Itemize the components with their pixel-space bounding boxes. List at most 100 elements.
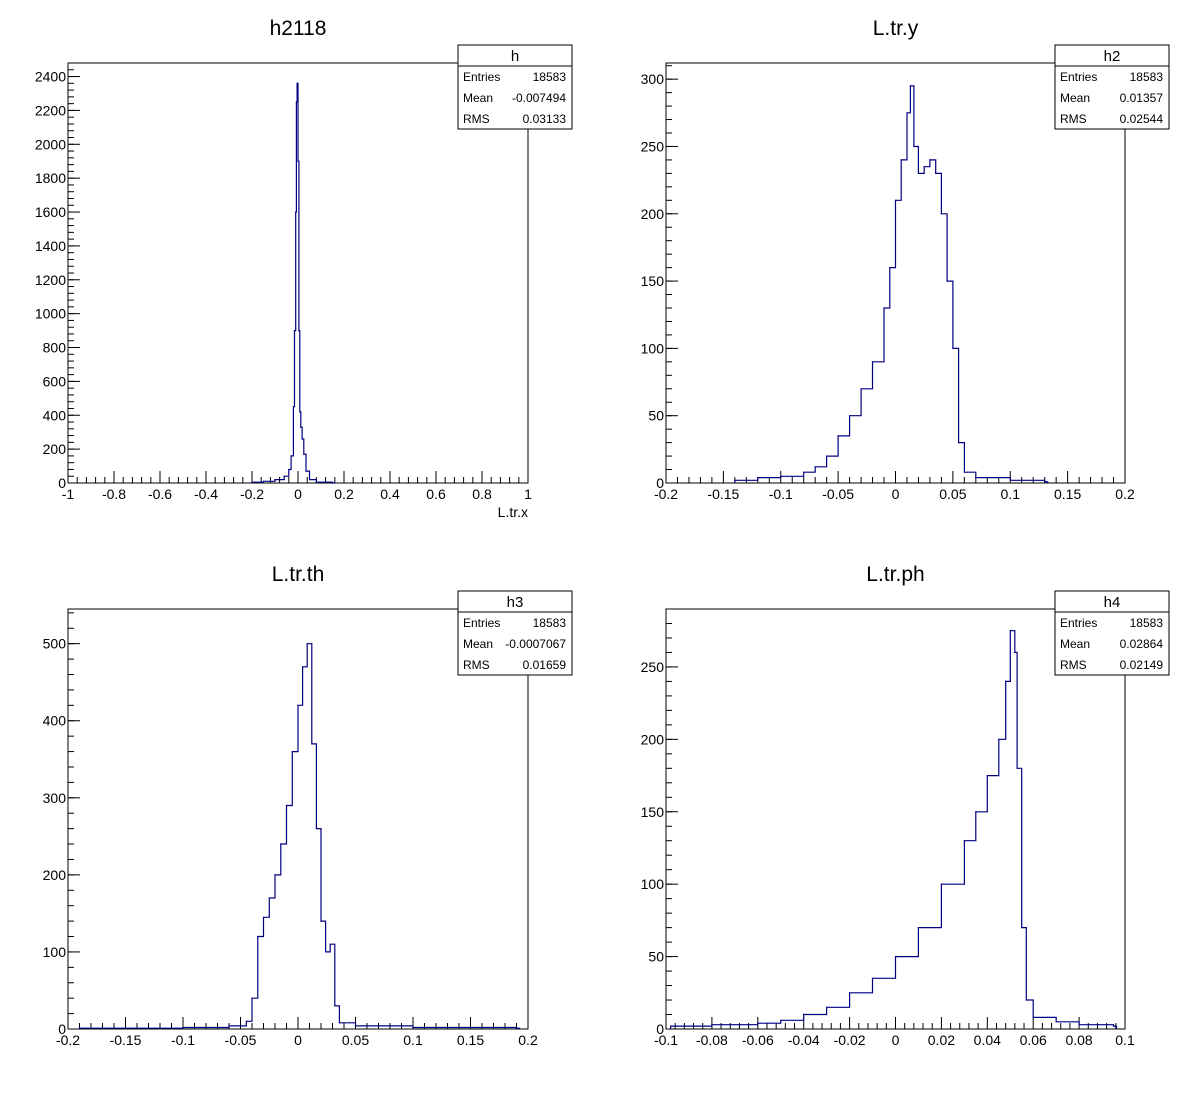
stats-box: h Entries 18583 Mean -0.007494 RMS 0.03133 bbox=[457, 44, 573, 130]
histogram-bin bbox=[251, 481, 253, 483]
histogram-series-line bbox=[78, 643, 521, 1029]
x-axis-label: L.tr.x bbox=[498, 504, 528, 520]
histogram-bin bbox=[803, 471, 805, 473]
y-tick-label: 100 bbox=[43, 944, 67, 960]
histogram-bin bbox=[295, 101, 297, 103]
histogram-bin bbox=[297, 160, 299, 162]
histogram-bin bbox=[958, 442, 960, 444]
x-tick-label: 0.02 bbox=[928, 1032, 955, 1048]
histogram-bin bbox=[1044, 481, 1046, 483]
x-tick-label: -0.1 bbox=[654, 1032, 678, 1048]
x-tick-label: 0.1 bbox=[1001, 486, 1021, 502]
y-tick-label: 0 bbox=[656, 1021, 664, 1037]
histogram-bin bbox=[757, 1022, 759, 1024]
x-tick-label: 1 bbox=[524, 486, 532, 502]
histogram-bin bbox=[308, 479, 311, 481]
y-tick-label: 300 bbox=[43, 790, 67, 806]
stats-box-name: h4 bbox=[1104, 594, 1121, 611]
histogram-bin bbox=[334, 1005, 336, 1007]
histogram-bin bbox=[291, 751, 293, 753]
histogram-bin bbox=[998, 738, 1000, 740]
y-tick-label: 400 bbox=[43, 713, 67, 729]
histogram-bin bbox=[900, 159, 902, 161]
y-tick-label: 2400 bbox=[35, 69, 66, 85]
histogram-bin bbox=[262, 480, 265, 482]
y-tick-label: 2000 bbox=[35, 136, 66, 152]
histogram-bin bbox=[257, 935, 259, 938]
histogram-bin bbox=[285, 804, 288, 807]
x-tick-label: -0.05 bbox=[822, 486, 854, 502]
chart-title: L.tr.y bbox=[873, 17, 919, 40]
histogram-bin bbox=[923, 166, 925, 168]
histogram-bin bbox=[311, 743, 313, 745]
x-tick-label: 0.1 bbox=[403, 1032, 423, 1048]
y-tick-label: 150 bbox=[641, 273, 665, 289]
histogram-bin bbox=[182, 1026, 184, 1029]
histogram-bin bbox=[78, 1027, 81, 1029]
x-tick-label: 0.15 bbox=[457, 1032, 484, 1048]
x-tick-label: -0.6 bbox=[148, 486, 172, 502]
chart-title: L.tr.th bbox=[272, 563, 325, 586]
y-tick-label: 0 bbox=[656, 475, 664, 491]
stats-box-frame bbox=[457, 590, 573, 676]
histogram-bin bbox=[292, 406, 294, 408]
histogram-bin bbox=[295, 211, 297, 213]
histogram-bin bbox=[354, 1025, 357, 1027]
y-tick-label: 200 bbox=[43, 867, 67, 883]
x-tick-label: -0.1 bbox=[171, 1032, 195, 1048]
stats-box-name: h2 bbox=[1104, 48, 1121, 65]
x-tick-label: 0.2 bbox=[518, 1032, 538, 1048]
x-tick-label: 0.08 bbox=[1065, 1032, 1092, 1048]
histogram-bin bbox=[940, 883, 943, 885]
histogram-bin bbox=[849, 415, 851, 417]
histogram-bin bbox=[917, 927, 920, 929]
x-tick-label: 0.05 bbox=[939, 486, 966, 502]
x-tick-label: 0.1 bbox=[1115, 1032, 1135, 1048]
histogram-bin bbox=[290, 455, 292, 457]
histogram-bin bbox=[268, 897, 270, 899]
histogram-bin bbox=[1009, 630, 1011, 632]
x-tick-label: -0.2 bbox=[654, 486, 678, 502]
histogram-bin bbox=[251, 997, 253, 999]
y-tick-label: 100 bbox=[641, 876, 665, 892]
x-tick-label: 0.4 bbox=[380, 486, 400, 502]
histogram-series-line bbox=[734, 85, 1049, 483]
stats-row-label: Mean bbox=[1060, 637, 1090, 651]
histogram-bin bbox=[757, 477, 759, 479]
histogram-bin bbox=[849, 992, 851, 994]
x-tick-label: -0.02 bbox=[834, 1032, 866, 1048]
stats-row-label: Entries bbox=[1060, 616, 1097, 630]
histogram-bin bbox=[1016, 767, 1018, 769]
x-tick-label: 0.2 bbox=[1115, 486, 1135, 502]
x-tick-label: -0.4 bbox=[194, 486, 218, 502]
y-tick-label: 300 bbox=[641, 71, 665, 87]
y-tick-label: 600 bbox=[43, 373, 67, 389]
histogram-panel-2: L.tr.y -0.2 -0.15 -0.1 -0.05 0 0.05 0.1 0.15 0.2 0… bbox=[641, 17, 1170, 502]
histogram-bin bbox=[963, 471, 966, 473]
stats-row-label: RMS bbox=[463, 658, 490, 672]
histogram-bin bbox=[280, 843, 282, 845]
stats-row-label: RMS bbox=[463, 112, 490, 126]
x-tick-label: -0.04 bbox=[788, 1032, 820, 1048]
y-tick-label: 1200 bbox=[35, 272, 66, 288]
histogram-panel-4: L.tr.ph -0.1 -0.08 -0.06 -0.04 -0.02 0 0.02 0.04… bbox=[641, 563, 1170, 1048]
histogram-bin bbox=[940, 213, 943, 215]
stats-box-name: h3 bbox=[507, 594, 524, 611]
histogram-bin bbox=[917, 172, 920, 174]
histogram-bin bbox=[293, 330, 296, 332]
stats-row-label: Mean bbox=[1060, 91, 1090, 105]
x-tick-label: -0.2 bbox=[240, 486, 264, 502]
histogram-bin bbox=[296, 82, 298, 84]
y-tick-label: 1800 bbox=[35, 170, 66, 186]
x-tick-label: 0 bbox=[892, 1032, 900, 1048]
histogram-panel-1: h2118 -1 -0.8 -0.6 -0.4 -0.2 0 0.2 0.4 0.6 0.8 1 0 20… bbox=[35, 17, 573, 520]
histogram-bin bbox=[913, 145, 915, 148]
x-tick-label: -0.15 bbox=[110, 1032, 142, 1048]
histogram-bin bbox=[929, 159, 931, 161]
histogram-bin bbox=[301, 438, 303, 440]
histogram-bin bbox=[305, 470, 307, 472]
histogram-bin bbox=[1055, 1021, 1057, 1023]
histogram-bin bbox=[412, 1026, 414, 1029]
x-tick-label: -1 bbox=[62, 486, 75, 502]
stats-box-frame bbox=[457, 44, 573, 130]
